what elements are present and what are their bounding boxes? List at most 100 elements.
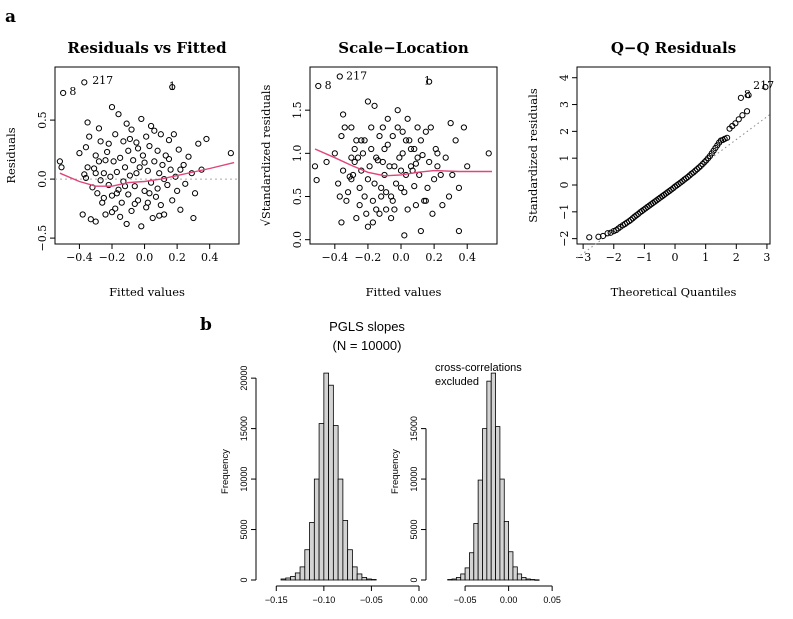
y-axis-label: Frequency [390,449,401,494]
histogram-bar [285,577,291,581]
y-tick-label: 0.5 [291,188,304,206]
data-point [735,116,742,123]
data-point [359,150,367,157]
data-point [144,167,151,174]
data-point [133,139,140,146]
data-point [323,158,330,166]
data-point [335,180,342,187]
data-point [157,201,164,209]
data-point [146,142,153,150]
histogram-bar [495,426,501,581]
data-point [351,158,358,166]
data-point [341,124,348,131]
y-tick-label: 5000 [239,520,249,540]
y-tick-label: 4 [558,74,571,81]
data-point [743,108,751,115]
histogram-bar [460,573,466,581]
data-point [383,206,390,213]
y-tick-label: 1.5 [291,101,304,119]
histogram-bar [304,549,310,581]
data-point [599,232,607,240]
histogram-bar [455,577,462,581]
data-point [686,172,693,179]
x-axis-label: Theoretical Quantiles [611,285,737,299]
data-point [203,135,210,143]
data-point [227,150,234,157]
x-tick-label: −0.05 [454,595,477,605]
data-point [139,152,147,159]
histogram-bar [337,478,344,581]
data-point [125,191,132,198]
data-point [379,158,386,166]
histogram-bar [309,522,315,581]
x-tick-label: 0.2 [168,251,186,264]
data-point [311,163,319,170]
data-point [175,146,182,153]
x-tick-label: 0.05 [543,595,561,605]
data-point [130,157,137,164]
data-point [160,211,168,218]
data-point [82,144,90,151]
data-point [86,133,93,140]
histogram-bar [323,372,330,581]
data-point [401,232,408,239]
histogram-bar [473,523,479,581]
y-axis-label: Frequency [220,449,231,494]
data-point [391,163,398,170]
data-point [361,193,368,200]
data-point [586,234,593,241]
data-point [149,214,156,222]
data-point [92,170,99,177]
y-tick-label: 3 [558,101,571,108]
data-point [141,187,148,194]
data-point [138,115,145,123]
y-tick-label: 0 [409,577,419,582]
data-point [427,124,434,131]
data-point [154,185,161,192]
data-point [180,161,187,169]
data-point [113,190,120,197]
point-annotation: 8 [325,79,332,92]
data-point [164,181,171,189]
data-point [434,163,441,170]
histogram-bar [464,567,470,581]
data-point [411,145,418,153]
data-point [128,207,135,215]
x-tick-label: 0.0 [136,251,154,264]
histogram-bar [347,549,353,581]
data-point [392,180,400,187]
data-point [126,135,134,143]
data-point [177,166,184,173]
data-point [92,152,99,159]
data-point [112,205,119,212]
data-point [366,163,373,170]
y-tick-label: −2 [558,231,571,247]
data-point [404,206,411,213]
data-point [364,223,372,230]
histogram-bar [486,380,492,581]
data-point [414,124,421,131]
data-point [182,180,189,187]
data-point [169,83,176,91]
data-point [354,154,362,161]
data-point [102,157,109,164]
histogram-bar [477,479,483,581]
data-point [92,218,99,225]
x-tick-label: 0.2 [425,251,443,264]
data-point [368,145,375,153]
histogram-bar [447,579,453,581]
data-point [126,172,134,179]
data-point [426,78,433,85]
x-tick-label: −0.4 [321,251,348,264]
histogram-bar [361,577,368,581]
point-annotation: 1 [169,80,176,93]
y-tick-label: 1.0 [291,145,304,163]
data-point [422,128,429,135]
data-point [627,216,635,223]
data-point [406,137,413,144]
data-point [697,162,704,170]
data-point [383,189,390,196]
data-point [331,150,338,157]
data-point [670,185,677,192]
data-point [431,176,438,183]
